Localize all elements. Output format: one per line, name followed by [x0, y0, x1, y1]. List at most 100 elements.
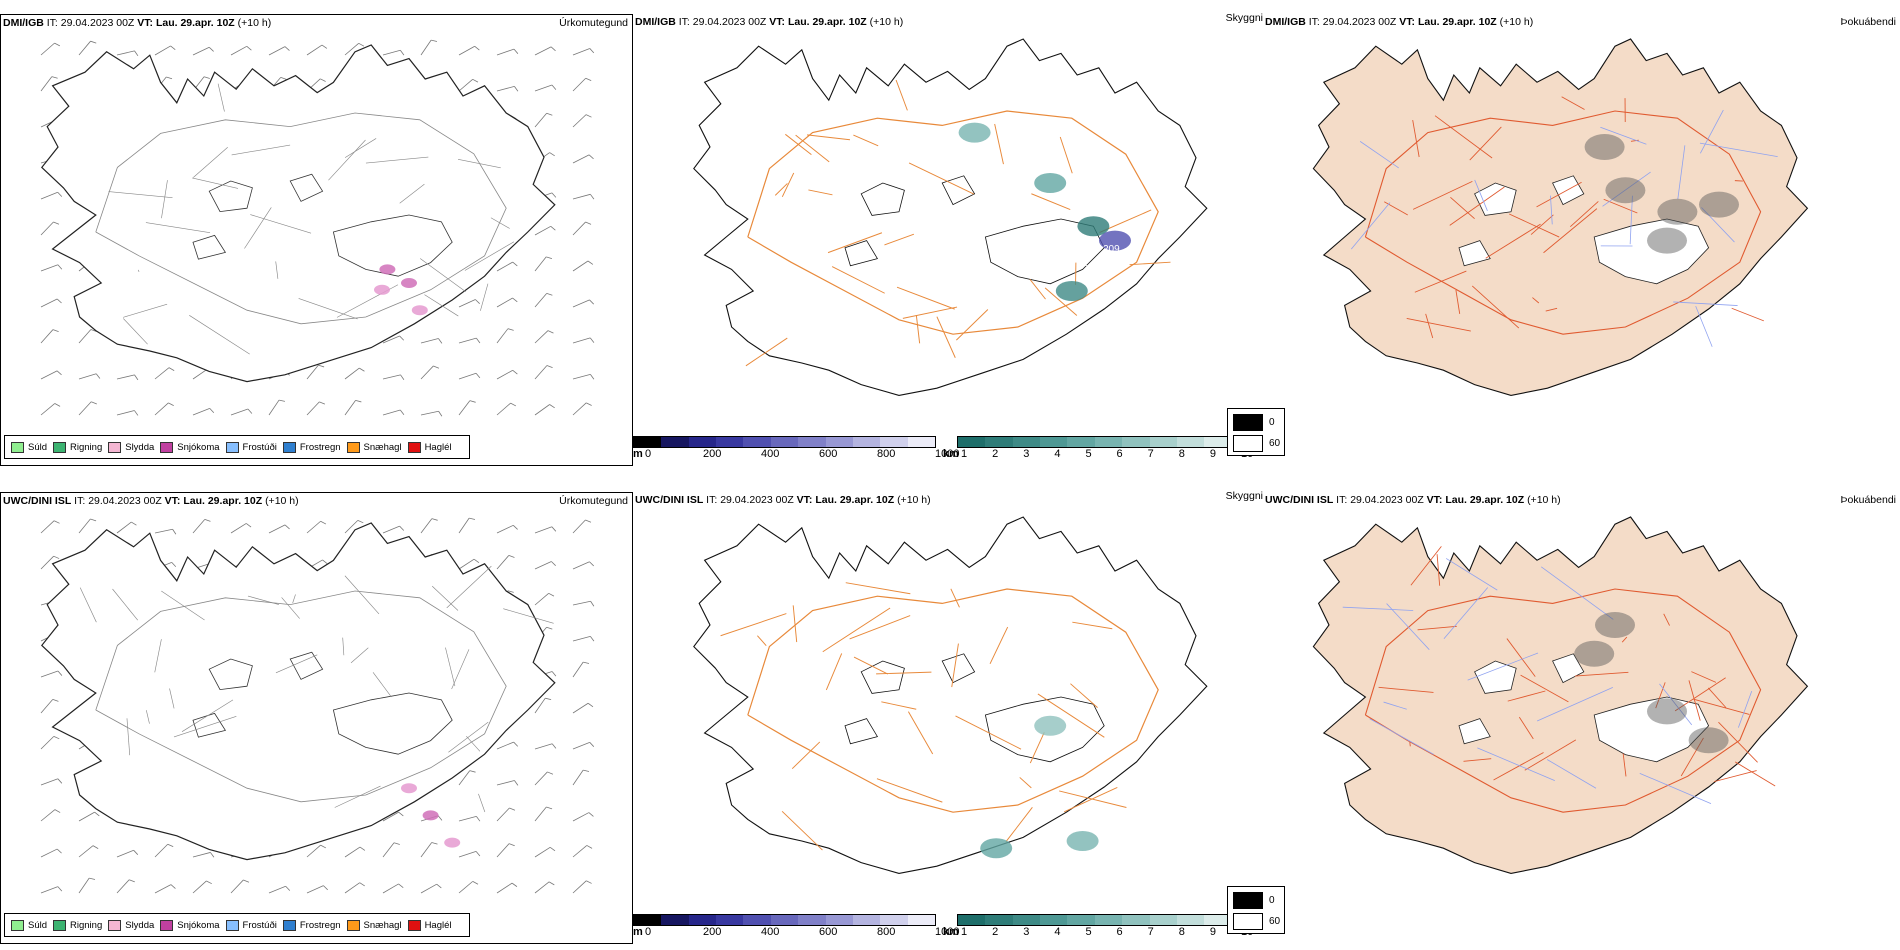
colorbar-segment [798, 437, 826, 447]
legend-swatch [225, 919, 239, 931]
colorbar-tick: 0 [645, 926, 652, 938]
low-visibility-area [958, 122, 991, 143]
fog-area [1605, 177, 1646, 204]
legend-swatch [108, 919, 122, 931]
colorbar-segment [1122, 915, 1150, 925]
legend-item-haglél: Haglél [407, 919, 452, 931]
road-network [1364, 110, 1762, 335]
fog-index-panel: UWC/DINI ISL IT: 29.04.2023 00Z VT: Lau.… [1227, 492, 1900, 944]
legend-swatch [225, 441, 239, 453]
fog-area [1584, 134, 1625, 160]
legend-item-snjókoma: Snjókoma [160, 919, 220, 931]
field-name: Úrkomutegund [559, 495, 628, 507]
colorbar-tick: 8 [1178, 448, 1185, 460]
colorbar-segment [743, 915, 771, 925]
legend-label: Súld [28, 919, 48, 931]
colorbar-tick: 3 [1023, 926, 1030, 938]
model-source: DMI/IGB [3, 17, 44, 29]
vis-colorbar-km [957, 436, 1260, 448]
low-visibility-area [1034, 173, 1067, 193]
colorbar-segment [770, 915, 799, 925]
colorbar-segment [880, 437, 908, 447]
legend-swatch [53, 919, 67, 931]
vt-value: Lau. 29.apr. 10Z [1445, 494, 1525, 506]
colorbar-tick: 1 [961, 926, 968, 938]
model-row-dmi: DMI/IGB IT: 29.04.2023 00Z VT: Lau. 29.a… [0, 12, 1900, 466]
fog-legend: 0 60 [1227, 886, 1285, 934]
legend-item-slydda: Slydda [108, 919, 154, 931]
colorbar-unit: km [943, 448, 959, 460]
colorbar-segment [634, 915, 662, 925]
it-label: IT: [1308, 16, 1320, 28]
colorbar-segment [1094, 437, 1123, 447]
colorbar-segment [958, 915, 986, 925]
snowfall-patch [374, 284, 390, 295]
colorbar-segment [1122, 437, 1150, 447]
legend-label: Snæhagl [363, 919, 402, 931]
model-source: DMI/IGB [1265, 16, 1306, 28]
colorbar-tick: 6 [1116, 448, 1123, 460]
legend-swatch [160, 441, 174, 453]
fog-legend-low: 60 [1269, 916, 1281, 927]
lead-time: (+10 h) [265, 495, 299, 507]
model-source: UWC/DINI ISL [3, 495, 72, 507]
legend-swatch [407, 441, 421, 453]
it-value: 29.04.2023 00Z [720, 494, 794, 506]
legend-item-rigning: Rigning [53, 441, 102, 453]
vt-value: Lau. 29.apr. 10Z [787, 16, 867, 28]
visibility-value-label: 209 [1103, 244, 1120, 255]
vis-panel-header: DMI/IGB IT: 29.04.2023 00Z VT: Lau. 29.a… [635, 16, 1259, 30]
colorbar-segment [743, 437, 771, 447]
colorbar-tick: 8 [1178, 926, 1185, 938]
colorbar-segment [661, 915, 689, 925]
colorbar-tick: 200 [703, 926, 722, 938]
colorbar-segment [1204, 437, 1232, 447]
road-network [95, 112, 507, 325]
colorbar-segment [880, 915, 908, 925]
model-row-uwc: UWC/DINI ISL IT: 29.04.2023 00Z VT: Lau.… [0, 478, 1900, 950]
it-label: IT: [46, 17, 58, 29]
colorbar-tick: 9 [1209, 926, 1216, 938]
vt-label: VT: [796, 494, 813, 506]
colorbar-tick: 2 [992, 926, 999, 938]
fog-index-panel: DMI/IGB IT: 29.04.2023 00Z VT: Lau. 29.a… [1227, 14, 1900, 466]
colorbar-tick: 6 [1116, 926, 1123, 938]
colorbar-segment [1204, 915, 1232, 925]
iceland-coastline [40, 522, 556, 861]
fog-area [1595, 612, 1635, 638]
visibility-panel: UWC/DINI ISL IT: 29.04.2023 00Z VT: Lau.… [633, 490, 1263, 944]
legend-swatch [282, 919, 296, 931]
vis-colorbar-m [633, 914, 936, 926]
snowfall-patch [379, 264, 396, 275]
precip-type-legend: Súld Rigning Slydda Snjókoma Frostúði Frostre… [4, 435, 470, 459]
snowfall-patch [411, 305, 428, 316]
fog-area [1688, 727, 1729, 754]
precip-map [40, 39, 595, 417]
it-label: IT: [1336, 494, 1348, 506]
field-name: Úrkomutegund [559, 17, 628, 29]
field-name: Skyggni [1225, 12, 1263, 24]
iceland-coastline [693, 516, 1208, 874]
fog-legend-high: 0 [1269, 417, 1275, 428]
legend-item-frostúði: Frostúði [225, 919, 277, 931]
legend-label: Slydda [125, 441, 155, 453]
colorbar-segment [1040, 915, 1068, 925]
legend-label: Frostregn [299, 919, 341, 931]
colorbar-segment [1176, 915, 1205, 925]
colorbar-tick: 800 [877, 448, 896, 460]
low-visibility-area [1066, 831, 1099, 851]
colorbar-tick: 400 [761, 448, 780, 460]
iceland-land [1312, 38, 1809, 396]
field-name: Þokuábendi [1840, 16, 1896, 28]
fog-map [1312, 38, 1809, 396]
colorbar-segment [1149, 437, 1177, 447]
model-source: UWC/DINI ISL [1265, 494, 1334, 506]
precip-type-panel: DMI/IGB IT: 29.04.2023 00Z VT: Lau. 29.a… [0, 14, 633, 466]
colorbar-segment [1094, 915, 1123, 925]
precip-panel-header: UWC/DINI ISL IT: 29.04.2023 00Z VT: Lau.… [3, 495, 628, 509]
lead-time: (+10 h) [1527, 494, 1561, 506]
lead-time: (+10 h) [237, 17, 272, 29]
vt-label: VT: [164, 495, 181, 507]
colorbar-tick: 5 [1085, 926, 1092, 938]
legend-item-snæhagl: Snæhagl [346, 919, 402, 931]
